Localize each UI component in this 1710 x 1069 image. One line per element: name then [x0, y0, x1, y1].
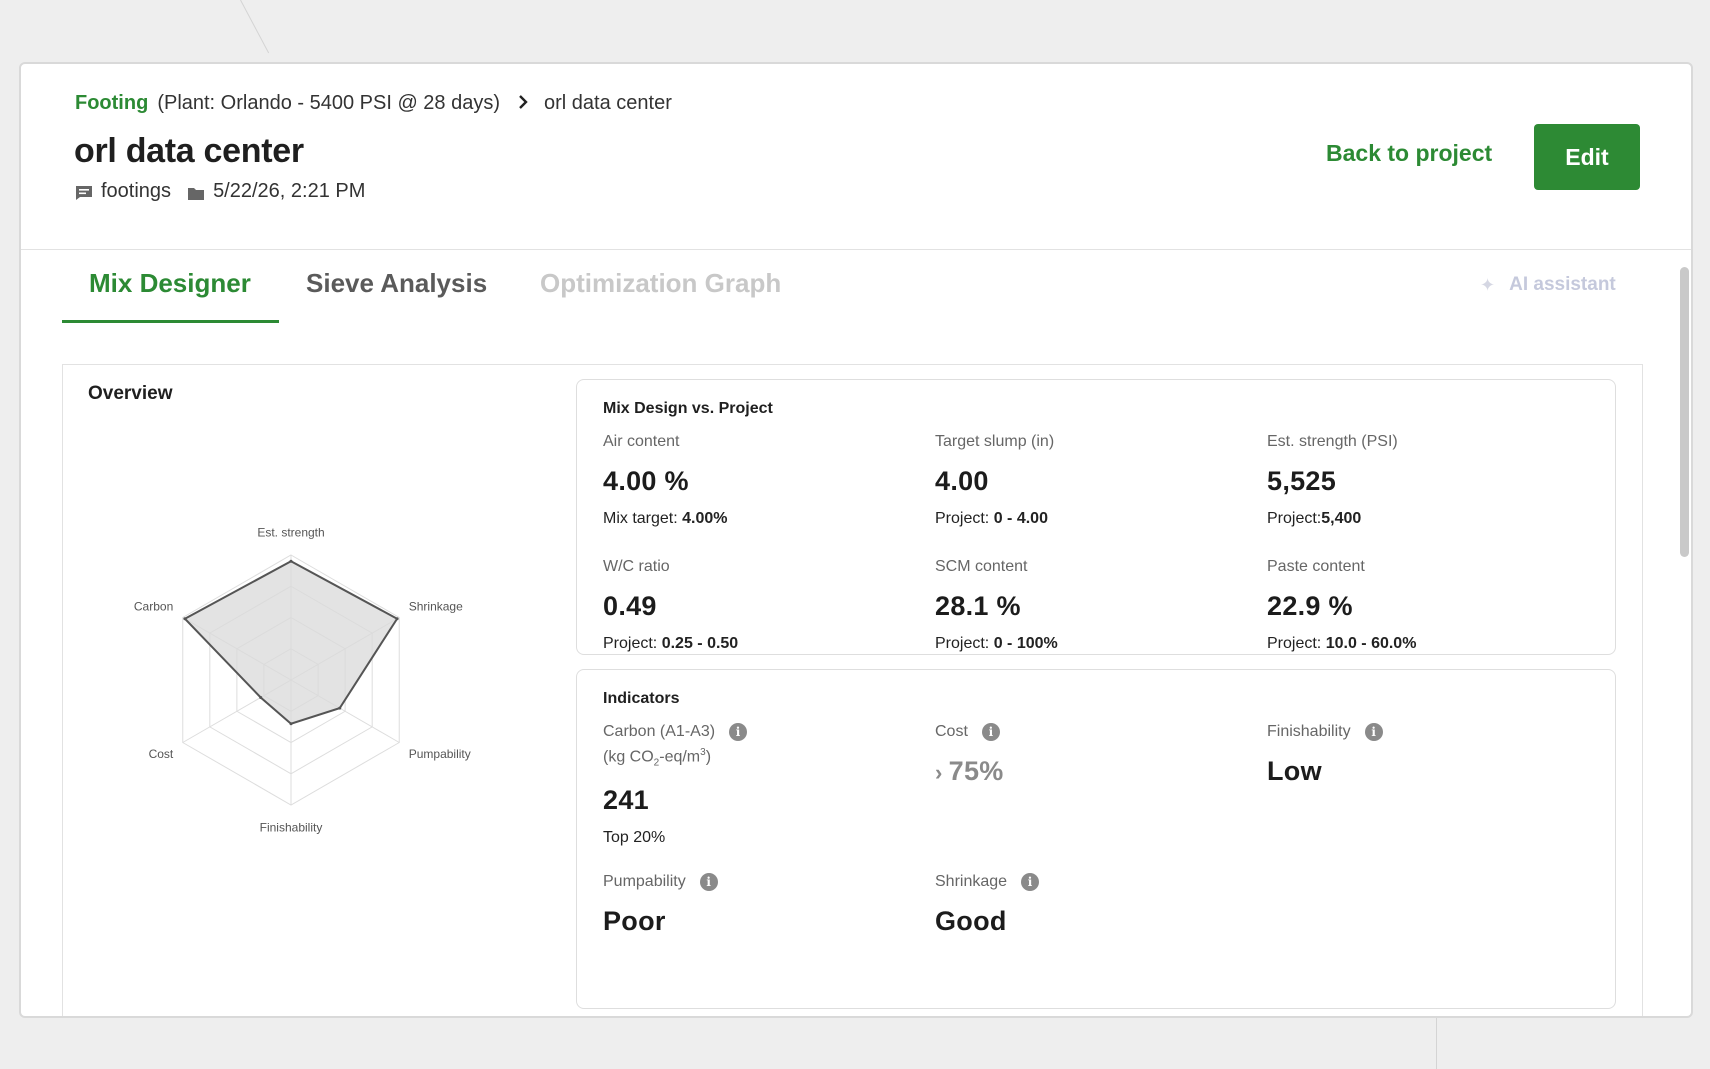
indicator-label: Cost i — [935, 723, 1235, 741]
mix-vs-project-card: Mix Design vs. Project Air content 4.00 … — [576, 379, 1616, 655]
page-meta: footings 5/22/26, 2:21 PM — [75, 180, 365, 203]
indicator-value: Low — [1267, 756, 1322, 786]
radar-value-shape — [183, 560, 399, 725]
timestamp: 5/22/26, 2:21 PM — [213, 180, 366, 202]
indicator-label: Shrinkage i — [935, 873, 1235, 891]
sparkle-icon: ✦ — [1480, 274, 1496, 295]
tab-optimization-graph[interactable]: Optimization Graph — [540, 268, 782, 298]
metric-sub: Project:5,400 — [1267, 510, 1362, 527]
info-icon[interactable]: i — [1364, 723, 1383, 741]
metric-value: 4.00 — [935, 466, 989, 496]
radar-chart: Est. strength Shrinkage Pumpability Finisha… — [134, 526, 471, 835]
ai-assistant-button[interactable]: ✦ AI assistant — [1480, 274, 1616, 296]
comment-icon — [75, 184, 93, 200]
edit-button[interactable]: Edit — [1534, 124, 1640, 190]
folder-icon — [187, 184, 205, 200]
metric-label: W/C ratio — [603, 558, 670, 575]
overview-title: Overview — [88, 383, 173, 404]
radar-axis-label: Est. strength — [257, 526, 324, 540]
metric-air-content: Air content 4.00 % Mix target: 4.00% — [603, 433, 903, 528]
indicator-value: › 75% — [935, 756, 1004, 786]
metric-sub: Project: 0 - 4.00 — [935, 510, 1048, 527]
carbon-unit: (kg CO2-eq/m3) — [603, 747, 712, 769]
background-line — [240, 0, 270, 54]
tab-sieve-analysis[interactable]: Sieve Analysis — [306, 268, 488, 298]
back-to-project-button[interactable]: Back to project — [1326, 140, 1493, 166]
mix-vs-project-title: Mix Design vs. Project — [603, 400, 773, 417]
tab-mix-designer[interactable]: Mix Designer — [89, 268, 251, 298]
chevron-right-icon: › — [935, 760, 943, 785]
metric-est-strength: Est. strength (PSI) 5,525 Project:5,400 — [1267, 433, 1567, 528]
radar-point — [395, 617, 399, 621]
radar-axis-label: Pumpability — [409, 747, 471, 761]
info-icon[interactable]: i — [981, 723, 1000, 741]
radar-axis-label: Shrinkage — [409, 599, 463, 613]
indicators-title: Indicators — [603, 690, 680, 707]
indicator-pumpability: Pumpability i Poor — [603, 873, 903, 937]
metric-value: 0.49 — [603, 591, 657, 621]
metric-value: 28.1 % — [935, 591, 1021, 621]
indicator-shrinkage: Shrinkage i Good — [935, 873, 1235, 937]
metric-label: Est. strength (PSI) — [1267, 433, 1398, 450]
radar-point — [289, 559, 293, 563]
indicator-finishability: Finishability i Low — [1267, 723, 1567, 787]
tag-label: footings — [101, 180, 172, 202]
radar-axis-label: Carbon — [134, 599, 173, 613]
info-icon[interactable]: i — [699, 873, 718, 891]
breadcrumb: Footing (Plant: Orlando - 5400 PSI @ 28 … — [75, 92, 672, 115]
overview-panel: Overview Est. strength Shrinkage Pumpabili… — [62, 364, 1643, 1016]
indicator-label: Pumpability i — [603, 873, 903, 891]
metric-paste-content: Paste content 22.9 % Project: 10.0 - 60.… — [1267, 558, 1567, 653]
ai-assistant-label: AI assistant — [1509, 274, 1616, 295]
active-tab-indicator — [62, 320, 279, 323]
metric-sub: Mix target: 4.00% — [603, 510, 728, 527]
radar-point — [338, 706, 342, 710]
metric-label: Paste content — [1267, 558, 1365, 575]
radar-point — [259, 696, 263, 699]
metric-wc-ratio: W/C ratio 0.49 Project: 0.25 - 0.50 — [603, 558, 903, 653]
metric-sub: Project: 0 - 100% — [935, 635, 1058, 652]
page-title: orl data center — [74, 132, 304, 170]
metric-value: 4.00 % — [603, 466, 689, 496]
metric-target-slump: Target slump (in) 4.00 Project: 0 - 4.00 — [935, 433, 1235, 528]
background-line — [1436, 1018, 1437, 1069]
metric-scm-content: SCM content 28.1 % Project: 0 - 100% — [935, 558, 1235, 653]
indicator-label: Finishability i — [1267, 723, 1567, 741]
radar-point — [183, 617, 187, 621]
indicator-sub: Top 20% — [603, 828, 666, 846]
indicator-value: Poor — [603, 906, 666, 936]
indicator-value: Good — [935, 906, 1007, 936]
breadcrumb-current: orl data center — [544, 92, 672, 114]
indicator-carbon: Carbon (A1-A3) i (kg CO2-eq/m3) 241 Top … — [603, 723, 903, 847]
breadcrumb-link-footing[interactable]: Footing — [75, 92, 149, 114]
metric-sub: Project: 0.25 - 0.50 — [603, 635, 739, 652]
metric-label: Target slump (in) — [935, 433, 1055, 450]
indicator-label: Carbon (A1-A3) i — [603, 723, 903, 741]
metric-value: 22.9 % — [1267, 591, 1353, 621]
radar-point — [289, 722, 293, 726]
metric-value: 5,525 — [1267, 466, 1337, 496]
chevron-right-icon — [518, 93, 528, 114]
indicators-card: Indicators Carbon (A1-A3) i (kg CO2-eq/m… — [576, 669, 1616, 1009]
mix-design-card: Footing (Plant: Orlando - 5400 PSI @ 28 … — [19, 62, 1693, 1018]
header-divider — [21, 249, 1691, 250]
metric-label: Air content — [603, 433, 680, 450]
info-icon[interactable]: i — [1021, 873, 1040, 891]
metric-sub: Project: 10.0 - 60.0% — [1267, 635, 1417, 652]
scrollbar-thumb[interactable] — [1680, 267, 1689, 557]
indicator-cost: Cost i › 75% — [935, 723, 1235, 787]
radar-axis-label: Cost — [149, 747, 174, 761]
breadcrumb-plant: (Plant: Orlando - 5400 PSI @ 28 days) — [157, 92, 501, 114]
indicator-value: 241 — [603, 784, 649, 815]
radar-axis-label: Finishability — [260, 821, 323, 835]
metric-label: SCM content — [935, 558, 1028, 575]
info-icon[interactable]: i — [729, 723, 748, 741]
